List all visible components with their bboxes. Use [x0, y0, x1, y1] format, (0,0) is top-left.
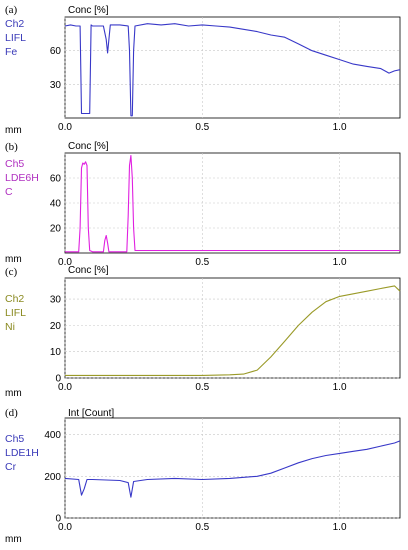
panel-d-channel-line-1: Ch5: [5, 433, 24, 445]
panel-c-plot-frame: [64, 277, 401, 379]
panel-a-ytick-label-1: 60: [50, 46, 62, 57]
panel-d-channel-line-3: Cr: [5, 461, 17, 473]
panel-a-channel-line-3: Fe: [5, 46, 17, 58]
panel-a-xlabel: mm: [5, 125, 22, 136]
panel-c-channel-line-1: Ch2: [5, 293, 24, 305]
panel-a-label: (a): [5, 4, 18, 16]
panel-c-series-line-0: [65, 285, 401, 376]
panel-c-xtick-label-0: 0.0: [58, 382, 72, 393]
panel-d-series-line-0: [64, 440, 401, 498]
panel-a-xtick-label-0: 0.0: [58, 122, 72, 133]
panel-d-xtick-label-1: 0.5: [195, 522, 209, 533]
panel-b-channel-line-1: Ch5: [5, 158, 24, 170]
panel-b-xtick-label-1: 0.5: [195, 257, 209, 268]
panel-d-label: (d): [5, 407, 18, 419]
panel-b-channel-line-3: C: [5, 186, 13, 198]
panel-b-xtick-label-0: 0.0: [58, 257, 72, 268]
panel-a-xtick-label-1: 0.5: [195, 122, 209, 133]
panel-b-ytick-label-2: 60: [50, 174, 62, 185]
panel-a-xtick-label-2: 1.0: [333, 122, 347, 133]
panel-a-ylabel: Conc [%]: [68, 5, 109, 16]
panel-a: (a) Ch2 LIFL Fe Conc [%] mm 30 60 0.0 0.5 1.…: [5, 4, 401, 136]
panel-c-axes: 0 10 20 30 0.0 0.5 1.0: [50, 277, 401, 393]
panel-c-ytick-label-1: 10: [50, 347, 62, 358]
panel-a-channel-line-1: Ch2: [5, 18, 24, 30]
panel-c-xtick-label-2: 1.0: [333, 382, 347, 393]
panel-c: (c) Ch2 LIFL Ni Conc [%] mm 0 10 20 30 0.0 0.…: [5, 265, 401, 399]
panel-a-plot-frame: [64, 16, 401, 119]
panel-b-ytick-label-0: 20: [50, 224, 62, 235]
panel-d-ylabel: Int [Count]: [68, 408, 114, 419]
panel-b-ytick-label-1: 40: [50, 199, 62, 210]
panel-c-channel-line-3: Ni: [5, 321, 15, 333]
panel-c-channel-line-2: LIFL: [5, 307, 26, 319]
panel-d: (d) Ch5 LDE1H Cr Int [Count] mm 02004000…: [5, 407, 401, 545]
panel-a-series-line-0: [64, 23, 401, 117]
panel-b-channel-line-2: LDE6H: [5, 172, 39, 184]
panel-d-plot-frame: [64, 417, 401, 519]
panel-b-xtick-label-2: 1.0: [333, 257, 347, 268]
panel-d-ytick-label-2: 400: [44, 430, 61, 441]
panel-b-xlabel: mm: [5, 254, 22, 265]
panel-a-axes: 30 60 0.0 0.5 1.0: [50, 16, 401, 133]
panel-d-ytick-label-0: 0: [55, 514, 61, 525]
panel-c-xtick-label-1: 0.5: [195, 382, 209, 393]
panel-b-plot-frame: [64, 152, 401, 254]
panel-b-label: (b): [5, 141, 18, 153]
panel-c-ytick-label-0: 0: [55, 374, 61, 385]
panel-d-axes: 0 200 400 0.0 0.5 1.0: [44, 417, 401, 533]
panel-b-series-line-0: [65, 154, 400, 253]
panel-c-ytick-label-3: 30: [50, 295, 62, 306]
panel-b-ylabel: Conc [%]: [68, 141, 109, 152]
panel-d-xtick-label-2: 1.0: [333, 522, 347, 533]
panel-b: (b) Ch5 LDE6H C Conc [%] mm 20 40 60 0.0 0.5…: [5, 141, 401, 268]
panel-d-ytick-label-1: 200: [44, 472, 61, 483]
panel-d-channel-line-2: LDE1H: [5, 447, 39, 459]
panel-a-channel-line-2: LIFL: [5, 32, 26, 44]
panel-c-xlabel: mm: [5, 388, 22, 399]
panel-a-ytick-label-0: 30: [50, 80, 62, 91]
panel-c-ytick-label-2: 20: [50, 321, 62, 332]
panel-c-ylabel: Conc [%]: [68, 265, 109, 276]
panel-b-axes: 20 40 60 0.0 0.5 1.0: [50, 152, 401, 268]
panel-d-xtick-label-0: 0.0: [58, 522, 72, 533]
panel-c-label: (c): [5, 266, 18, 278]
panel-d-xlabel: mm: [5, 534, 22, 545]
